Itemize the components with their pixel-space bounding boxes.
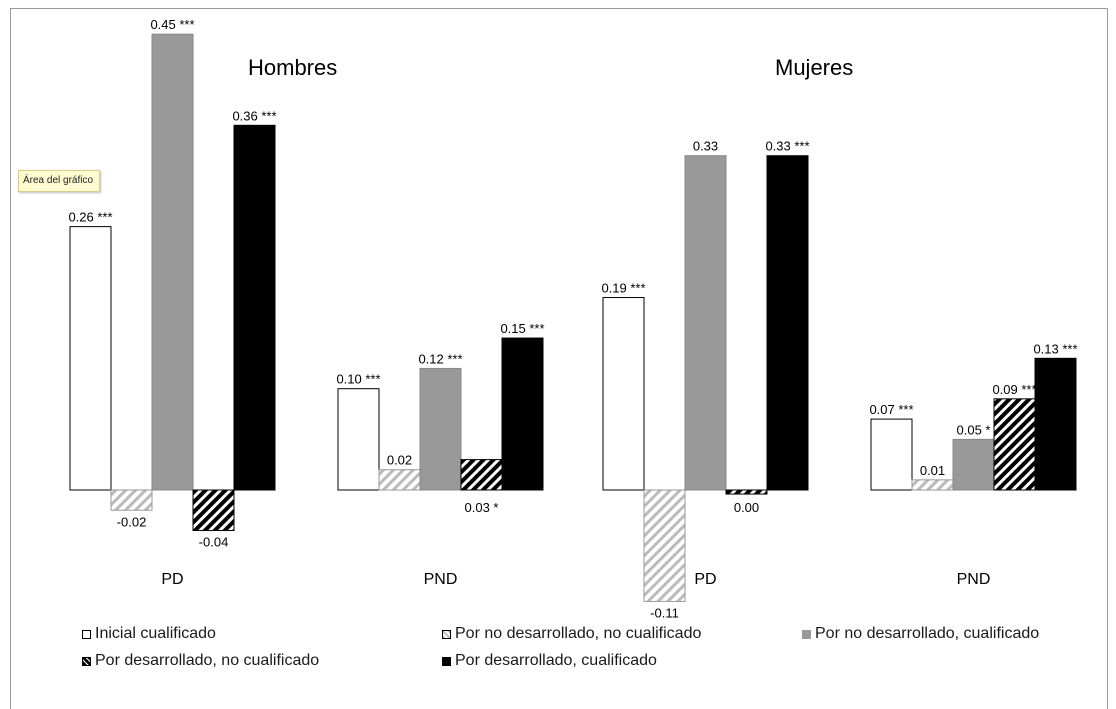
value-label: 0.33 xyxy=(693,139,718,154)
chart-area-tooltip: Área del gráfico xyxy=(18,170,101,192)
value-label: 0.00 xyxy=(734,500,759,515)
value-label: 0.15 *** xyxy=(500,321,544,336)
legend-label: Inicial cualificado xyxy=(95,625,216,642)
value-label: 0.45 *** xyxy=(150,17,194,32)
legend-swatch-icon xyxy=(802,629,811,639)
bar-hombres-pd-5 xyxy=(233,124,276,491)
bar-chart: 0.26 *** -0.02 0.45 *** -0.04 0.36 *** PD 0.10… xyxy=(68,17,1077,620)
legend-label: Por desarrollado, no cualificado xyxy=(95,652,320,669)
category-label-pnd: PND xyxy=(424,571,458,588)
group-title-hombres: Hombres xyxy=(248,55,338,80)
bar-hombres-pnd-3 xyxy=(419,367,462,491)
legend-item-no-desarrollado-cualificado[interactable]: Por no desarrollado, cualificado xyxy=(802,625,1039,643)
value-label: -0.04 xyxy=(199,535,229,550)
legend-swatch-icon xyxy=(442,656,451,666)
bar-mujeres-pnd-5 xyxy=(1034,357,1077,491)
legend-item-desarrollado-cualificado[interactable]: Por desarrollado, cualificado xyxy=(442,652,657,670)
legend-swatch-icon xyxy=(442,629,451,639)
value-label: 0.01 xyxy=(920,463,945,478)
value-label: 0.07 *** xyxy=(869,402,913,417)
bar-mujeres-pd-5 xyxy=(766,155,809,491)
legend-label: Por no desarrollado, cualificado xyxy=(815,625,1040,642)
legend-item-no-desarrollado-no-cualificado[interactable]: Por no desarrollado, no cualificado xyxy=(442,625,701,643)
value-label: 0.09 *** xyxy=(992,382,1036,397)
bar-hombres-pnd-4 xyxy=(460,459,503,491)
category-label-pd: PD xyxy=(694,571,716,588)
value-label: 0.26 *** xyxy=(68,210,112,225)
value-label: 0.10 *** xyxy=(336,372,380,387)
value-label: 0.12 *** xyxy=(418,351,462,366)
bar-hombres-pd-2 xyxy=(110,489,153,511)
value-label: 0.03 * xyxy=(465,500,499,515)
bar-hombres-pd-4 xyxy=(192,489,235,532)
value-label: 0.19 *** xyxy=(601,281,645,296)
bar-mujeres-pnd-1 xyxy=(870,418,913,491)
legend-label: Por no desarrollado, no cualificado xyxy=(455,625,702,642)
bar-hombres-pnd-5 xyxy=(501,337,544,491)
legend-swatch-icon xyxy=(82,629,91,639)
value-label: 0.13 *** xyxy=(1033,341,1077,356)
bar-hombres-pd-1 xyxy=(69,226,112,491)
value-label: -0.11 xyxy=(650,605,679,620)
chart-frame xyxy=(10,8,1108,709)
category-label-pd: PD xyxy=(161,571,183,588)
value-label: 0.36 *** xyxy=(232,108,276,123)
value-label: -0.02 xyxy=(117,514,147,529)
legend-swatch-icon xyxy=(82,656,91,666)
bar-hombres-pd-3 xyxy=(151,33,194,491)
value-label: 0.05 * xyxy=(957,422,991,437)
value-label: 0.33 *** xyxy=(765,139,809,154)
bar-mujeres-pd-4 xyxy=(725,489,768,495)
bar-mujeres-pnd-3 xyxy=(952,438,995,491)
value-label: 0.02 xyxy=(387,453,412,468)
legend-label: Por desarrollado, cualificado xyxy=(455,652,657,669)
bar-mujeres-pnd-2 xyxy=(911,479,954,491)
bar-mujeres-pnd-4 xyxy=(993,398,1036,491)
category-label-pnd: PND xyxy=(957,571,991,588)
bar-hombres-pnd-2 xyxy=(378,469,421,491)
bar-hombres-pnd-1 xyxy=(337,388,380,491)
bar-mujeres-pd-3 xyxy=(684,155,727,491)
group-title-mujeres: Mujeres xyxy=(775,55,854,80)
bar-mujeres-pd-1 xyxy=(602,297,645,491)
legend-item-inicial-cualificado[interactable]: Inicial cualificado xyxy=(82,625,216,643)
legend-item-desarrollado-no-cualificado[interactable]: Por desarrollado, no cualificado xyxy=(82,652,319,670)
bar-mujeres-pd-2 xyxy=(643,489,686,602)
